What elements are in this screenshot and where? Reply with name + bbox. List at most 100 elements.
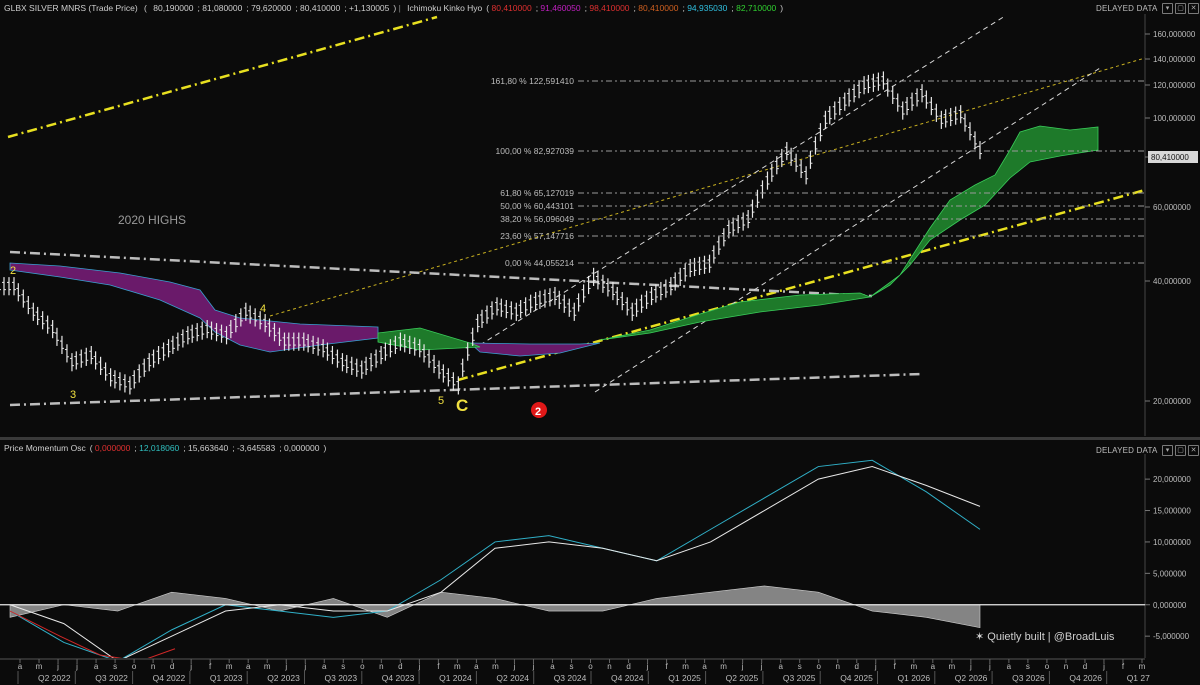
x-quarter-label: Q1 2023: [210, 673, 243, 683]
x-month-label: s: [113, 662, 117, 671]
x-month-label: j: [532, 662, 535, 671]
x-quarter-label: Q2 2024: [496, 673, 529, 683]
x-month-label: f: [209, 662, 212, 671]
osc-y-tick-label: -5,000000: [1153, 632, 1190, 641]
x-month-label: a: [322, 662, 327, 671]
x-month-label: a: [18, 662, 23, 671]
x-quarter-label: Q4 2025: [840, 673, 873, 683]
indicator-label: Ichimoku Kinko Hyo: [407, 3, 483, 13]
delayed-data-label: DELAYED DATA: [1096, 4, 1158, 13]
x-month-label: o: [816, 662, 821, 671]
osc-y-tick-label: 20,000000: [1153, 475, 1191, 484]
osc-line-0: [9, 459, 981, 662]
x-month-label: s: [341, 662, 345, 671]
high-value: 81,080000: [202, 3, 243, 13]
fib-label: 100,00 % 82,927039: [496, 146, 575, 156]
x-month-label: f: [1122, 662, 1125, 671]
close-button[interactable]: ✕: [1188, 3, 1199, 14]
x-month-label: j: [988, 662, 991, 671]
wave-circle-2-marker: [531, 402, 547, 418]
open-value: 80,190000: [153, 3, 194, 13]
fib-label: 61,80 % 65,127019: [500, 188, 574, 198]
ichimoku-value: 94,935030: [687, 3, 728, 13]
x-month-label: j: [513, 662, 516, 671]
cloud-bullish-2: [599, 292, 872, 341]
x-month-label: j: [646, 662, 649, 671]
ichimoku-value: 80,410000: [638, 3, 679, 13]
osc-value: 12,018060: [139, 443, 180, 453]
x-month-label: o: [1045, 662, 1050, 671]
x-quarter-label: Q4 2022: [153, 673, 186, 683]
osc-value: 0,000000: [283, 443, 320, 453]
osc-value: -3,645583: [236, 443, 276, 453]
cloud-bullish-1: [377, 327, 481, 351]
x-month-label: a: [931, 662, 936, 671]
x-month-label: d: [626, 662, 630, 671]
wave-c-label: C: [456, 396, 468, 415]
momentum-chart[interactable]: 20,000000 15,000000 10,000000 5,000000 0,000…: [0, 440, 1200, 685]
x-month-label: f: [665, 662, 668, 671]
minimize-button[interactable]: ▾: [1162, 3, 1173, 14]
x-month-label: m: [910, 662, 917, 671]
x-month-label: s: [569, 662, 573, 671]
osc-y-tick-label: 0,000000: [1153, 601, 1187, 610]
osc-red-line: [9, 610, 176, 662]
x-quarter-label: Q3 2026: [1012, 673, 1045, 683]
x-month-label: j: [189, 662, 192, 671]
x-month-label: j: [75, 662, 78, 671]
x-quarter-label: Q2 2023: [267, 673, 300, 683]
price-chart[interactable]: 161,80 % 122,591410 100,00 % 82,927039 61,…: [0, 0, 1200, 437]
x-month-label: f: [437, 662, 440, 671]
y-tick-label: 100,000000: [1153, 114, 1196, 123]
x-month-label: m: [454, 662, 461, 671]
cloud-bearish-2: [468, 342, 601, 357]
x-month-label: j: [874, 662, 877, 671]
maximize-button[interactable]: ▢: [1175, 3, 1186, 14]
osc-value: 15,663640: [188, 443, 229, 453]
x-month-label: o: [588, 662, 593, 671]
x-quarter-label: Q3 2023: [325, 673, 358, 683]
x-month-label: j: [303, 662, 306, 671]
x-month-label: m: [226, 662, 233, 671]
wave-3-label: 3: [70, 389, 76, 401]
trendline-upper: [7, 15, 438, 139]
y-tick-label: 40,000000: [1153, 277, 1191, 286]
x-month-label: d: [170, 662, 174, 671]
osc-indicator-label: Price Momentum Osc: [4, 443, 86, 453]
ichimoku-value: 80,410000: [491, 3, 532, 13]
x-month-label: j: [56, 662, 59, 671]
x-month-label: n: [151, 662, 155, 671]
x-month-label: d: [1083, 662, 1087, 671]
x-quarter-label: Q3 2022: [95, 673, 128, 683]
highs-annotation: 2020 HIGHS: [118, 213, 186, 227]
x-month-label: a: [550, 662, 555, 671]
ichimoku-value: 82,710000: [736, 3, 777, 13]
x-quarter-label: Q1 2025: [668, 673, 701, 683]
x-month-label: n: [379, 662, 383, 671]
x-quarter-label: Q1 2024: [439, 673, 472, 683]
osc-minimize-button[interactable]: ▾: [1162, 445, 1173, 456]
x-quarter-label: Q4 2026: [1069, 673, 1102, 683]
x-month-label: n: [836, 662, 840, 671]
channel-upper: [479, 15, 1006, 346]
x-month-label: j: [1102, 662, 1105, 671]
x-month-label: a: [1007, 662, 1012, 671]
x-quarter-label: Q3 2025: [783, 673, 816, 683]
change-value: +1,130005: [348, 3, 390, 13]
fib-label: 38,20 % 56,096049: [500, 214, 574, 224]
x-month-label: j: [417, 662, 420, 671]
x-month-label: f: [894, 662, 897, 671]
x-quarter-label: Q1 27: [1127, 673, 1150, 683]
osc-close-button[interactable]: ✕: [1188, 445, 1199, 456]
y-tick-label: 120,000000: [1153, 81, 1196, 90]
x-month-label: m: [36, 662, 43, 671]
osc-histogram: [9, 585, 981, 629]
fib-label: 0,00 % 44,055214: [505, 258, 574, 268]
low-value: 79,620000: [251, 3, 292, 13]
wave-circle-2-label: 2: [535, 406, 541, 418]
main-chart-header: GLBX SILVER MNRS (Trade Price) ( 80,1900…: [4, 3, 784, 13]
trendline-grey-base: [9, 372, 923, 407]
x-month-label: a: [246, 662, 251, 671]
x-month-label: j: [741, 662, 744, 671]
osc-maximize-button[interactable]: ▢: [1175, 445, 1186, 456]
